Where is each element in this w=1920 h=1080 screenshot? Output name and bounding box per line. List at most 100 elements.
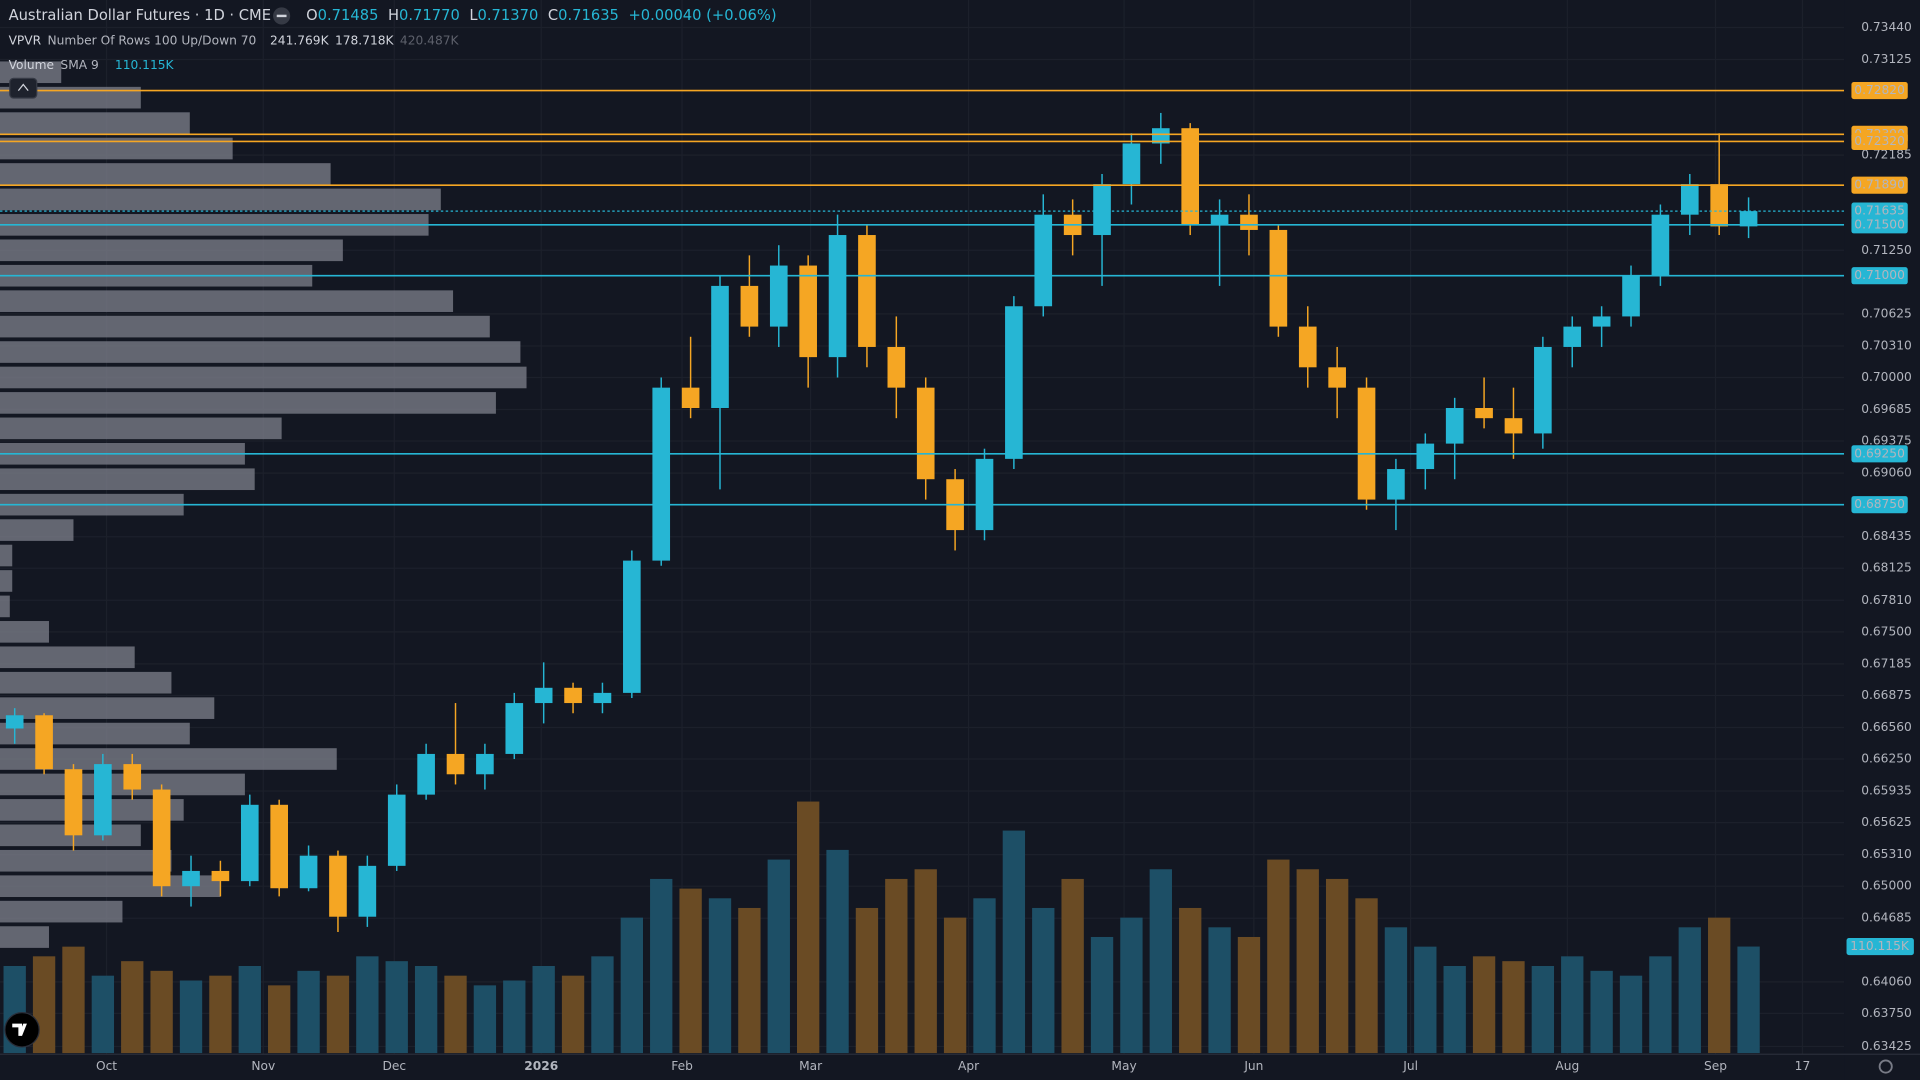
candle-body bbox=[240, 804, 259, 882]
y-tick-label: 0.66250 bbox=[1861, 752, 1912, 766]
volume-bar bbox=[1149, 869, 1172, 1054]
candle-body bbox=[5, 715, 24, 729]
vpvr-bar bbox=[0, 621, 49, 643]
y-tick-label: 0.69685 bbox=[1861, 402, 1912, 416]
candle-body bbox=[358, 865, 377, 917]
price-label-box bbox=[1851, 132, 1908, 150]
x-tick-label: Oct bbox=[96, 1059, 117, 1073]
volume-legend[interactable]: Volume SMA 9 110.115K bbox=[9, 57, 175, 71]
candle-body bbox=[476, 753, 494, 775]
vpvr-bar bbox=[0, 773, 245, 796]
vpvr-bar bbox=[0, 341, 521, 363]
candle-body bbox=[564, 687, 582, 704]
candle-body bbox=[828, 235, 847, 358]
candle-body bbox=[329, 855, 347, 917]
volume-bar bbox=[1590, 970, 1613, 1054]
candle-body bbox=[1357, 387, 1376, 500]
volume-bar bbox=[91, 975, 115, 1054]
volume-bar bbox=[1737, 946, 1760, 1054]
y-tick-label: 0.65625 bbox=[1861, 815, 1912, 829]
vpvr-bar bbox=[0, 646, 135, 669]
candle-body bbox=[1152, 128, 1170, 144]
candle-body bbox=[769, 265, 788, 327]
candle-body bbox=[387, 794, 406, 866]
ohlc-value: 0.71770 bbox=[399, 7, 460, 24]
candle-body bbox=[534, 687, 553, 704]
price-label-box bbox=[1851, 445, 1908, 463]
volume-bar bbox=[532, 966, 555, 1054]
ohlc-value: 0.71370 bbox=[478, 7, 539, 24]
vpvr-bar bbox=[0, 595, 10, 618]
volume-bar bbox=[150, 970, 173, 1054]
vpvr-bar bbox=[0, 163, 331, 185]
candle-body bbox=[505, 703, 524, 754]
x-tick-label: Jul bbox=[1402, 1059, 1418, 1073]
vpvr-bar bbox=[0, 722, 190, 745]
y-tick-label: 0.69375 bbox=[1861, 434, 1912, 448]
y-tick-label: 0.68435 bbox=[1861, 529, 1912, 543]
volume-label-box bbox=[1846, 937, 1914, 956]
y-tick-label: 0.70000 bbox=[1861, 370, 1912, 384]
volume-bar bbox=[1296, 869, 1319, 1054]
volume-bar bbox=[1120, 917, 1143, 1054]
legend-value: 241.769K bbox=[270, 33, 330, 47]
volume-bar bbox=[1384, 927, 1408, 1054]
candle-body bbox=[887, 346, 906, 388]
candle-body bbox=[1122, 143, 1141, 185]
legend-value: 110.115K bbox=[115, 57, 175, 71]
symbol: Australian Dollar Futures · 1D · CME bbox=[9, 7, 271, 24]
volume-bar bbox=[1414, 946, 1437, 1054]
volume-bar bbox=[1061, 878, 1084, 1054]
candle-body bbox=[1416, 443, 1435, 470]
vpvr-bar bbox=[0, 137, 233, 160]
candle-body bbox=[1034, 214, 1053, 307]
y-tick-label: 0.66560 bbox=[1861, 720, 1912, 734]
change: +0.00040 (+0.06%) bbox=[628, 7, 776, 24]
candle-body bbox=[1181, 128, 1200, 225]
settings-button[interactable] bbox=[1878, 1059, 1893, 1074]
vpvr-bar bbox=[0, 61, 62, 84]
volume-bar bbox=[561, 975, 585, 1054]
collapse-button[interactable] bbox=[9, 77, 38, 99]
volume-bar bbox=[473, 985, 497, 1054]
legend-value: 178.718K bbox=[335, 33, 395, 47]
x-tick-label: 2026 bbox=[524, 1059, 558, 1073]
volume-bar bbox=[1443, 966, 1466, 1054]
price-label-box bbox=[1851, 496, 1908, 514]
price-label-box bbox=[1851, 267, 1908, 285]
y-tick-label: 0.66875 bbox=[1861, 688, 1912, 702]
volume-bar bbox=[1472, 956, 1496, 1054]
y-tick-label: 0.63750 bbox=[1861, 1006, 1912, 1020]
ohlc-value: 0.71485 bbox=[318, 7, 379, 24]
candle-body bbox=[1651, 214, 1670, 276]
ohlc-label: O bbox=[306, 7, 318, 24]
candle-body bbox=[1739, 211, 1758, 227]
volume-label: 110.115K bbox=[1850, 939, 1910, 953]
price-label-box bbox=[1851, 202, 1908, 220]
volume-bar bbox=[1090, 936, 1114, 1054]
volume-bar bbox=[1649, 956, 1672, 1054]
vpvr-bar bbox=[0, 544, 13, 567]
logo-mark bbox=[12, 1023, 27, 1036]
y-tick-label: 0.68125 bbox=[1861, 561, 1912, 575]
vpvr-bar bbox=[0, 112, 190, 134]
volume-bar bbox=[1678, 927, 1701, 1054]
candle-body bbox=[1563, 326, 1582, 347]
y-tick-label: 0.72185 bbox=[1861, 148, 1912, 162]
volume-bar bbox=[238, 966, 261, 1054]
volume-bar bbox=[444, 975, 467, 1054]
volume-bar bbox=[209, 975, 232, 1054]
volume-bar bbox=[1531, 966, 1555, 1054]
y-tick-label: 0.65000 bbox=[1861, 879, 1912, 893]
x-tick-label: Apr bbox=[958, 1059, 980, 1073]
candle-body bbox=[623, 560, 641, 693]
volume-bar bbox=[1179, 907, 1202, 1054]
volume-bar bbox=[1325, 878, 1349, 1054]
vpvr-legend[interactable]: VPVR Number Of Rows 100 Up/Down 70 241.7… bbox=[9, 33, 460, 47]
vpvr-bar bbox=[0, 900, 123, 923]
volume-bar bbox=[1619, 975, 1643, 1054]
candle-body bbox=[1445, 407, 1464, 444]
y-tick-label: 0.67185 bbox=[1861, 656, 1912, 670]
